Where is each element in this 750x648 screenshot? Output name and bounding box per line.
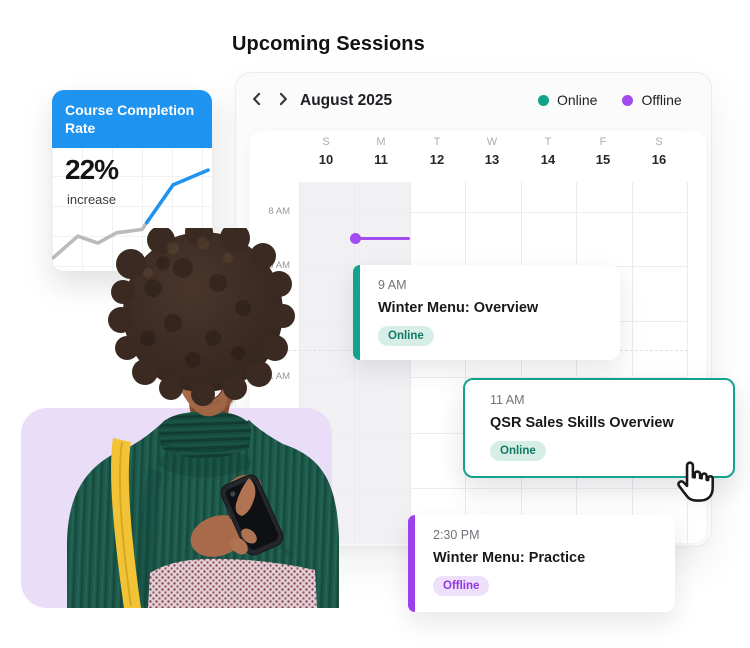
completion-rate-value: 22% [65,154,119,185]
page-title: Upcoming Sessions [232,33,425,55]
month-label: August 2025 [300,92,393,109]
day-letter: F [599,136,607,148]
day-letter: T [544,136,552,148]
day-letter: S [655,136,663,148]
chart-line-gray [52,220,149,260]
legend-item-online: Online [538,92,597,108]
day-number: 16 [651,152,667,167]
grid-line [299,488,688,489]
collar [159,412,251,459]
woman-photo [67,228,339,608]
day-letter: S [322,136,330,148]
event-card-qsr-sales-skills[interactable]: 11 AM QSR Sales Skills Overview Online [463,378,735,478]
day-number: 12 [429,152,445,167]
current-time-bar [356,237,410,240]
grid-line [410,182,411,543]
time-label-11am: 11 AM [263,371,290,382]
bag-strap [111,438,141,608]
day-header-sat-16[interactable]: S 16 [631,136,687,167]
grid-line [354,182,355,543]
grid-line [576,182,577,543]
day-letter: W [486,136,498,148]
day-header-sun-10[interactable]: S 10 [298,136,354,167]
grid-line [299,212,688,213]
offline-dot-icon [622,94,634,106]
cursor-hand-icon [677,461,714,502]
time-label-9am: 9 AM [268,260,290,271]
event-time: 2:30 PM [433,528,480,542]
day-number: 15 [595,152,611,167]
event-title: Winter Menu: Practice [433,550,586,566]
day-header-mon-11[interactable]: M 11 [353,136,409,167]
grid-line [299,377,688,378]
chevron-right-icon [279,92,287,106]
grid-line [687,182,688,543]
day-number: 13 [484,152,500,167]
completion-trend-chart [52,168,210,260]
completion-rate-header: Course Completion Rate [52,90,212,148]
day-number: 10 [318,152,334,167]
grid-line [299,182,300,543]
event-card-winter-menu-overview[interactable]: 9 AM Winter Menu: Overview Online [353,265,620,360]
day-number: 14 [540,152,556,167]
grid-line [465,182,466,543]
chart-line-blue [145,168,210,225]
event-accent-bar [353,265,360,360]
legend: Online Offline [538,92,682,108]
next-month-button[interactable] [273,90,293,110]
current-time-dot-icon [350,233,361,244]
chevron-left-icon [253,92,261,106]
day-header-tue-12[interactable]: T 12 [409,136,465,167]
legend-online-label: Online [557,92,598,108]
day-header-fri-15[interactable]: F 15 [575,136,631,167]
completion-rate-caption: increase [67,192,117,207]
legend-offline-label: Offline [641,92,682,108]
event-time: 9 AM [378,278,407,292]
day-header-thu-14[interactable]: T 14 [520,136,576,167]
day-letter: M [376,136,386,148]
day-header-wed-13[interactable]: W 13 [464,136,520,167]
prev-month-button[interactable] [247,90,267,110]
event-time: 11 AM [490,393,525,407]
event-title: QSR Sales Skills Overview [490,415,674,431]
skirt [148,558,317,608]
status-badge: Online [378,326,434,346]
status-badge: Offline [433,576,490,596]
event-title: Winter Menu: Overview [378,300,539,316]
status-badge: Online [490,441,546,461]
grid-line [632,182,633,543]
legend-item-offline: Offline [622,92,682,108]
day-number: 11 [374,152,388,167]
event-accent-bar [408,515,415,612]
afro-hair [108,228,295,406]
event-card-winter-menu-practice[interactable]: 2:30 PM Winter Menu: Practice Offline [408,515,675,612]
time-label-8am: 8 AM [268,206,290,217]
hands-and-phone [174,474,284,557]
online-dot-icon [538,94,549,106]
day-letter: T [433,136,441,148]
grid-line [521,182,522,543]
